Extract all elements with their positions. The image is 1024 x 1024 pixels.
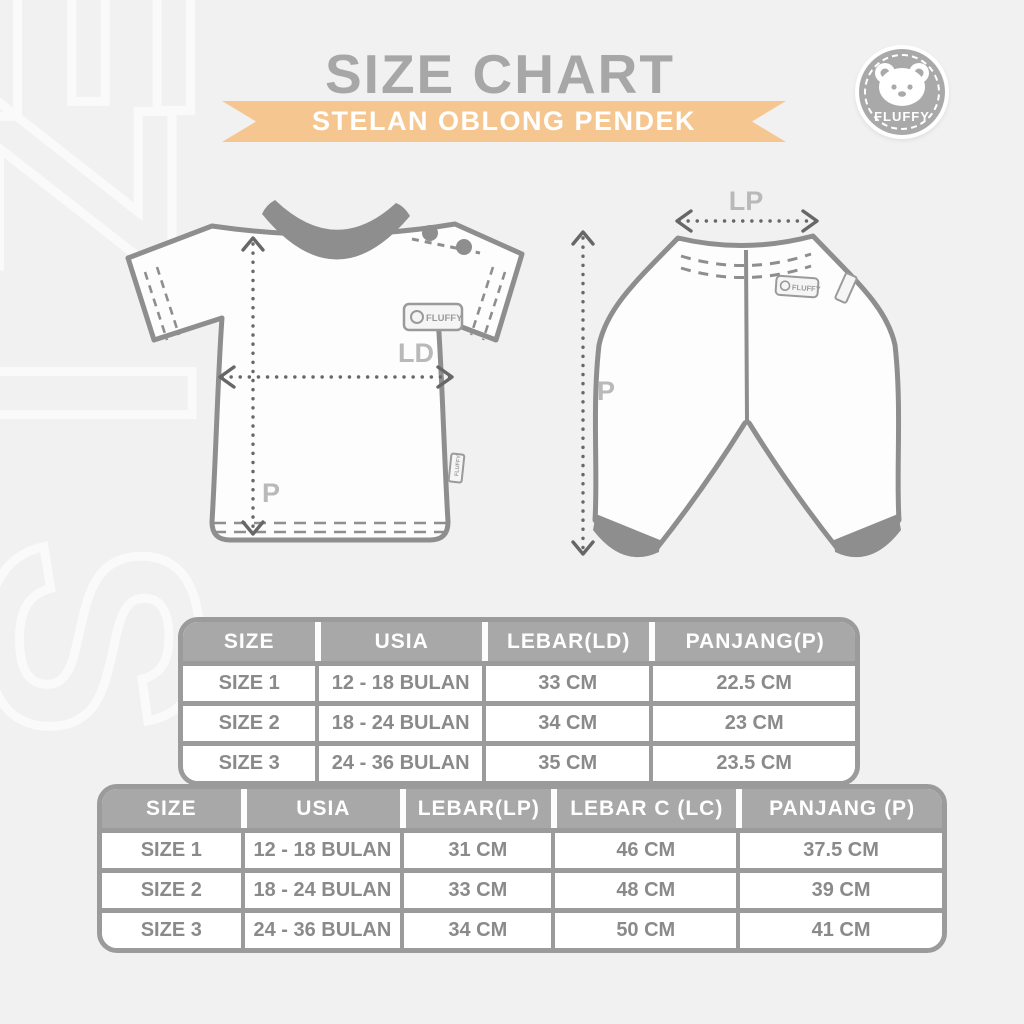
snap-button [456,239,472,255]
column-header: SIZE [102,789,241,828]
shirt-diagram: FLUFFY FLUFFY P LD [125,200,525,543]
shirt-side-tag-text: FLUFFY [454,455,462,477]
table-cell: 22.5 CM [649,661,855,701]
column-header: LEBAR(LD) [482,622,650,661]
table-cell: 46 CM [551,828,737,868]
pants-cuff [834,514,901,558]
shirt-size-table: SIZE USIA LEBAR(LD) PANJANG(P) SIZE 1 12 - 18… [178,617,860,786]
pants-side-tag [834,272,858,304]
table-cell: 33 CM [400,868,552,908]
table-cell: 41 CM [736,908,942,948]
shirt-side-tag: FLUFFY [447,452,466,484]
shirt-collar [262,200,410,260]
snap-button [422,225,438,241]
shirt-length-arrow [241,236,265,536]
pants-center-seam [744,249,749,421]
column-header: SIZE [183,622,316,661]
table-cell: SIZE 1 [102,828,241,868]
column-header: USIA [240,789,401,828]
shirt-width-arrow [218,365,454,389]
table-cell: 50 CM [551,908,737,948]
table-cell: 35 CM [482,741,650,781]
table-header-row: SIZE USIA LEBAR(LP) LEBAR C (LC) PANJANG (P) [102,789,942,828]
table-row: SIZE 3 24 - 36 BULAN 35 CM 23.5 CM [183,741,855,781]
table-cell: SIZE 1 [183,661,316,701]
sleeve-stitches [143,266,507,341]
logo-dashed-ring [864,54,940,130]
brand-logo: FLUFFY [855,45,949,139]
waistband-stitches [680,252,812,279]
logo-brand-text: FLUFFY [874,109,930,124]
table-row: SIZE 1 12 - 18 BULAN 31 CM 46 CM 37.5 CM [102,828,942,868]
table-cell: 24 - 36 BULAN [240,908,401,948]
pants-cuff [593,514,660,558]
table-cell: 34 CM [482,701,650,741]
subtitle-label: STELAN OBLONG PENDEK [311,106,697,136]
table-cell: 39 CM [736,868,942,908]
pants-length-label: P [597,376,615,406]
table-cell: SIZE 2 [183,701,316,741]
column-header: LEBAR(LP) [400,789,552,828]
subtitle-ribbon: STELAN OBLONG PENDEK [222,101,786,142]
table-cell: 48 CM [551,868,737,908]
column-header: PANJANG(P) [649,622,855,661]
shirt-brand-patch: FLUFFY [402,302,464,332]
column-header: PANJANG (P) [736,789,942,828]
table-cell: 23.5 CM [649,741,855,781]
pants-patch-text: FLUFFY [792,283,821,294]
table-cell: 18 - 24 BULAN [315,701,483,741]
shirt-body [125,221,525,543]
table-cell: 12 - 18 BULAN [315,661,483,701]
shirt-length-label: P [262,478,280,508]
shirt-width-label: LD [398,338,434,368]
column-header: LEBAR C (LC) [551,789,737,828]
page-title: SIZE CHART [325,43,675,105]
table-cell: 34 CM [400,908,552,948]
table-cell: 24 - 36 BULAN [315,741,483,781]
pants-length-arrow [571,230,595,556]
table-cell: 18 - 24 BULAN [240,868,401,908]
table-cell: 33 CM [482,661,650,701]
pants-width-arrow [675,209,819,233]
table-cell: SIZE 3 [102,908,241,948]
bear-icon: FLUFFY [874,63,930,124]
pants-width-label: LP [729,188,764,216]
shirt-patch-text: FLUFFY [426,313,463,324]
table-cell: 23 CM [649,701,855,741]
column-header: USIA [315,622,483,661]
table-row: SIZE 1 12 - 18 BULAN 33 CM 22.5 CM [183,661,855,701]
table-cell: SIZE 3 [183,741,316,781]
table-cell: 37.5 CM [736,828,942,868]
table-header-row: SIZE USIA LEBAR(LD) PANJANG(P) [183,622,855,661]
table-row: SIZE 2 18 - 24 BULAN 33 CM 48 CM 39 CM [102,868,942,908]
table-row: SIZE 3 24 - 36 BULAN 34 CM 50 CM 41 CM [102,908,942,948]
pants-size-table: SIZE USIA LEBAR(LP) LEBAR C (LC) PANJANG (P)… [97,784,947,953]
table-cell: 12 - 18 BULAN [240,828,401,868]
pants-brand-patch: FLUFFY [774,274,821,299]
table-row: SIZE 2 18 - 24 BULAN 34 CM 23 CM [183,701,855,741]
table-cell: 31 CM [400,828,552,868]
pants-diagram: FLUFFY LP P [571,188,902,558]
table-cell: SIZE 2 [102,868,241,908]
